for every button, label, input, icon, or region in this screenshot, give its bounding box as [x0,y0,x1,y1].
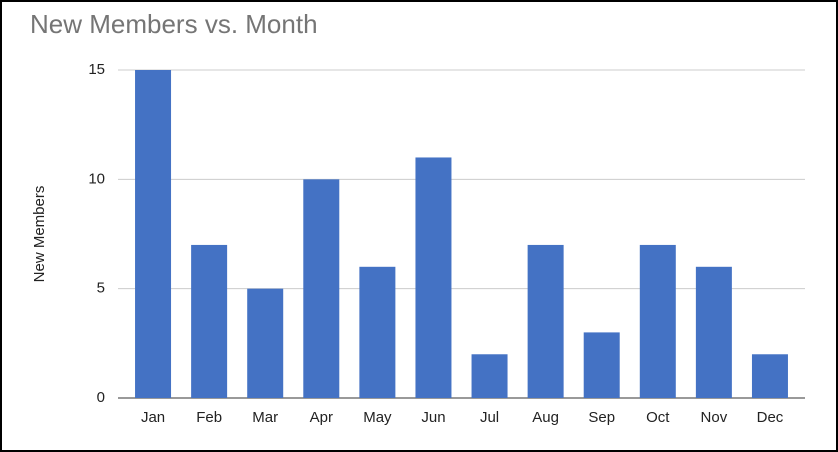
x-tick-label: Nov [701,409,728,426]
x-tick-label: Oct [646,409,670,426]
bar [751,354,788,398]
x-tick-label: Jul [480,409,499,426]
x-tick-label: Feb [196,409,222,426]
bar [471,354,508,398]
chart-title: New Members vs. Month [30,9,318,39]
bar [303,179,340,398]
bar [695,266,732,398]
bar [359,266,396,398]
x-tick-label: Jan [141,409,165,426]
bar [415,157,452,398]
y-tick-label: 5 [97,280,105,297]
x-tick-label: Dec [757,409,784,426]
y-tick-label: 0 [97,389,105,406]
y-tick-label: 10 [88,170,105,187]
y-axis-label: New Members [31,186,48,283]
bar [583,332,620,398]
bar [639,244,676,398]
y-tick-label: 15 [88,61,105,78]
x-tick-label: Sep [588,409,615,426]
bar [135,70,172,398]
bar [247,288,284,398]
bar [527,244,564,398]
x-tick-label: Aug [532,409,559,426]
x-tick-label: Jun [421,409,445,426]
x-tick-label: May [363,409,392,426]
x-tick-label: Apr [310,409,333,426]
bar [191,244,228,398]
x-tick-label: Mar [252,409,278,426]
